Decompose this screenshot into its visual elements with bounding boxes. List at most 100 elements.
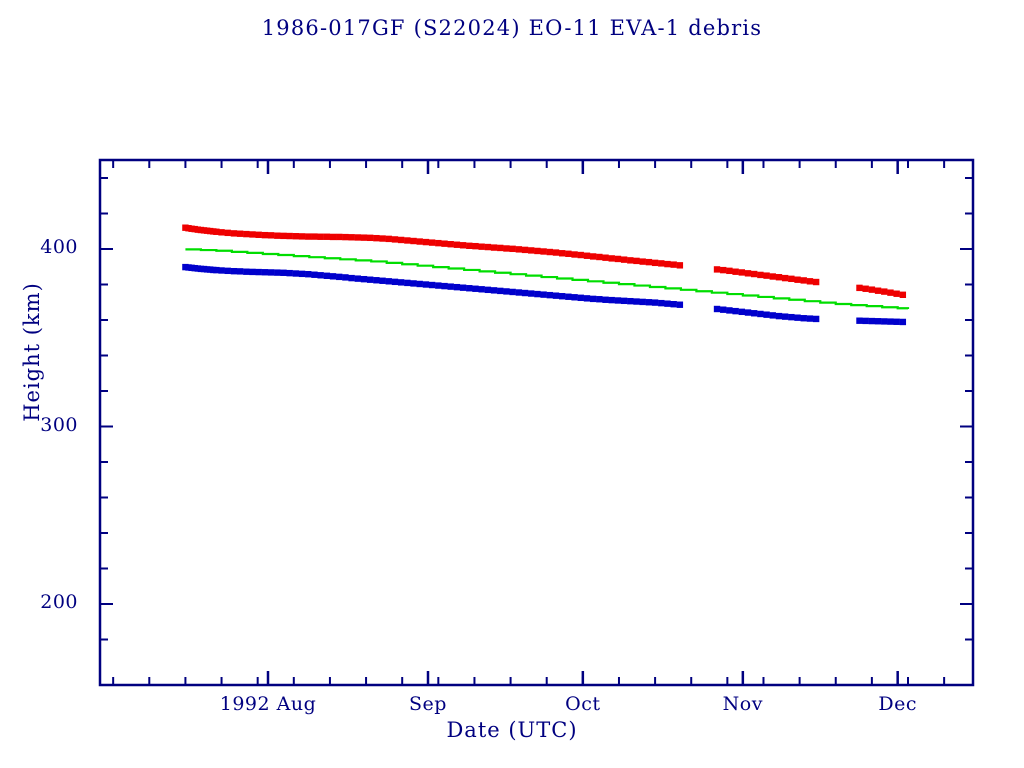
data-point — [311, 271, 318, 278]
data-point — [769, 312, 776, 319]
data-point — [546, 291, 554, 299]
data-point — [577, 294, 584, 302]
data-point — [509, 245, 516, 253]
data-point — [466, 285, 473, 292]
data-point — [565, 293, 572, 300]
data-point — [806, 278, 814, 285]
data-point — [342, 233, 349, 241]
chart-title: 1986-017GF (S22024) EO-11 EVA-1 debris — [261, 16, 763, 40]
data-point — [478, 243, 485, 250]
series-apogee — [182, 224, 907, 298]
data-point — [305, 271, 312, 278]
data-point — [224, 229, 231, 237]
data-point — [528, 247, 535, 254]
data-point — [540, 248, 547, 255]
data-point — [435, 239, 442, 247]
data-point — [633, 298, 640, 305]
data-point — [509, 288, 516, 296]
data-point — [305, 233, 312, 240]
data-point — [280, 232, 287, 240]
data-point — [583, 252, 591, 259]
data-point — [664, 300, 671, 307]
data-point — [620, 297, 628, 305]
data-point — [589, 295, 597, 303]
data-point — [385, 278, 392, 285]
data-point — [627, 257, 634, 264]
data-point — [366, 276, 374, 283]
data-point — [534, 247, 541, 255]
data-point — [410, 237, 417, 245]
series-mean — [185, 248, 910, 310]
data-point — [757, 271, 764, 279]
data-point — [503, 288, 510, 295]
data-point — [713, 305, 721, 313]
data-point — [428, 239, 436, 246]
data-point — [781, 274, 789, 282]
data-point — [540, 291, 547, 298]
y-ticks — [100, 177, 973, 641]
data-point — [658, 299, 665, 307]
data-point — [552, 292, 560, 299]
data-point — [249, 231, 256, 238]
data-point — [317, 272, 324, 279]
data-point — [317, 233, 324, 240]
data-point — [213, 228, 220, 235]
data-point — [788, 275, 795, 283]
data-point — [416, 280, 423, 288]
data-point — [614, 297, 622, 304]
data-point — [484, 243, 492, 251]
data-point — [670, 301, 677, 308]
data-point — [342, 274, 349, 281]
series-perigee — [182, 263, 907, 326]
data-point — [373, 234, 380, 242]
data-point — [397, 236, 405, 244]
data-point — [267, 232, 275, 239]
data-point — [645, 299, 653, 306]
data-point — [218, 267, 225, 274]
data-point — [720, 266, 727, 274]
data-point — [726, 267, 733, 275]
data-point — [354, 234, 362, 241]
data-point — [255, 268, 262, 276]
data-point — [881, 288, 888, 295]
data-point — [552, 249, 560, 256]
data-point — [490, 244, 498, 251]
data-point — [571, 251, 578, 258]
data-point — [280, 269, 287, 276]
data-point — [261, 231, 269, 239]
data-point — [800, 315, 807, 322]
data-point — [354, 275, 362, 282]
data-point — [391, 278, 399, 286]
data-point — [484, 286, 492, 294]
data-point — [298, 270, 306, 278]
data-point — [732, 268, 739, 275]
data-point — [453, 241, 461, 248]
data-point — [329, 233, 337, 241]
data-point — [515, 289, 523, 296]
data-point — [732, 307, 739, 315]
data-point — [230, 267, 238, 275]
data-point — [676, 262, 684, 269]
data-point — [397, 279, 405, 286]
data-point — [478, 286, 485, 293]
data-point — [410, 280, 417, 287]
data-point — [645, 258, 653, 266]
data-point — [416, 238, 423, 245]
data-point — [447, 241, 454, 248]
data-point — [658, 260, 665, 267]
data-point — [472, 242, 479, 250]
data-point — [757, 310, 764, 318]
data-point — [806, 315, 814, 322]
data-point — [459, 242, 467, 249]
data-point — [503, 245, 510, 252]
data-point — [286, 232, 293, 240]
data-point — [856, 284, 863, 292]
data-point — [874, 287, 882, 294]
data-point — [627, 297, 634, 305]
data-point — [887, 318, 894, 325]
data-point — [577, 251, 584, 259]
data-point — [534, 290, 541, 298]
data-point — [404, 237, 411, 244]
data-point — [329, 273, 337, 280]
